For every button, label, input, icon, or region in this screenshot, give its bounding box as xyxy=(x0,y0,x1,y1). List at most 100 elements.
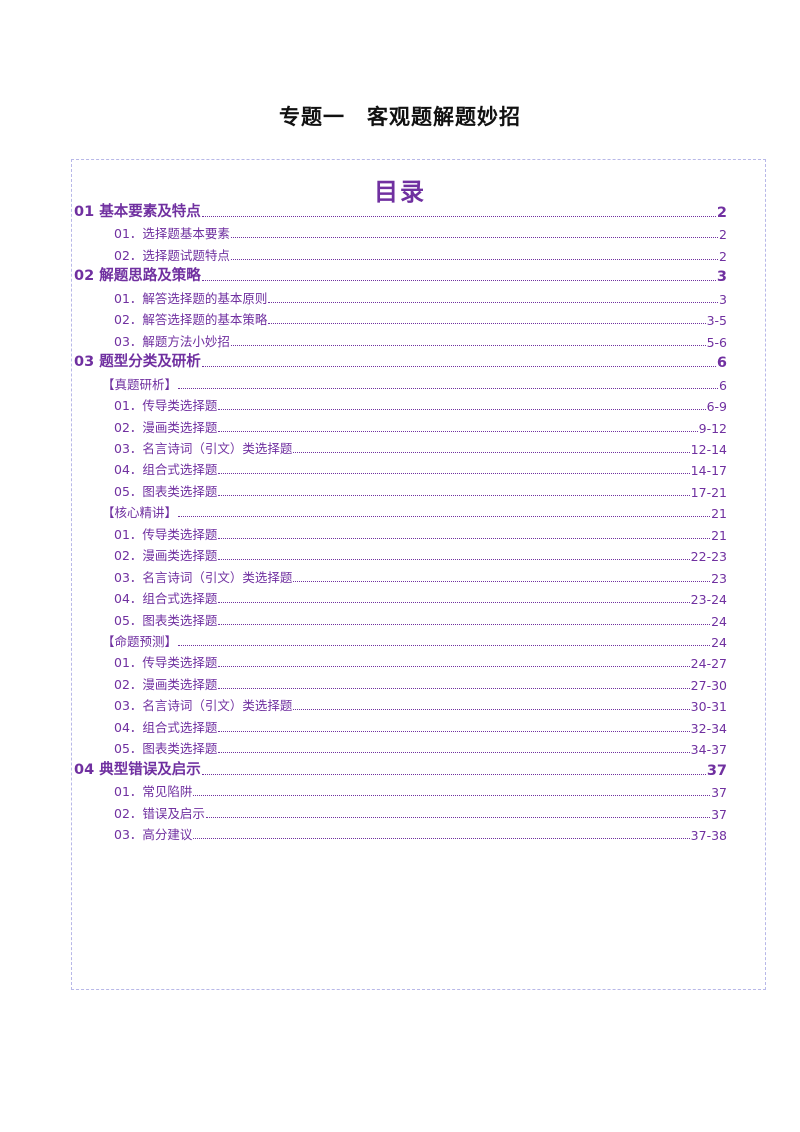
dot-leader xyxy=(268,301,719,303)
toc-subentry[interactable]: 05．图表类选择题 24 xyxy=(114,608,727,629)
toc-entry-label: 02．错误及启示 xyxy=(114,805,205,821)
toc-entry-page: 30-31 xyxy=(690,699,727,715)
dot-leader xyxy=(201,279,716,282)
toc-entry-label: 03．名言诗词（引文）类选择题 xyxy=(114,698,293,714)
toc-entry-label: 02．漫画类选择题 xyxy=(114,419,218,435)
toc-entry-page: 22-23 xyxy=(690,549,727,565)
toc-entry-label: 03 题型分类及研析 xyxy=(74,354,201,371)
dot-leader xyxy=(218,665,690,668)
toc-entry-page: 34-37 xyxy=(690,742,727,758)
toc-subentry[interactable]: 【命题预测】 24 xyxy=(102,629,727,650)
toc-section-entry[interactable]: 01 基本要素及特点 2 xyxy=(74,200,727,221)
toc-entry-label: 05．图表类选择题 xyxy=(114,483,218,499)
dot-leader xyxy=(218,430,698,432)
dot-leader xyxy=(293,708,690,711)
toc-entry-label: 01．选择题基本要素 xyxy=(114,226,230,242)
toc-subentry[interactable]: 03．解题方法小妙招 5-6 xyxy=(114,329,727,350)
toc-subentry[interactable]: 01．传导类选择题 21 xyxy=(114,522,727,543)
toc-subentry[interactable]: 04．组合式选择题 23-24 xyxy=(114,586,727,607)
toc-subentry[interactable]: 03．高分建议 37-38 xyxy=(114,822,727,843)
toc-entry-page: 23-24 xyxy=(690,592,727,608)
toc-entry-page: 37 xyxy=(711,785,727,801)
dot-leader xyxy=(230,258,719,260)
toc-entry-label: 03．高分建议 xyxy=(114,827,193,843)
toc-entry-label: 02．漫画类选择题 xyxy=(114,676,218,692)
toc-entry-page: 17-21 xyxy=(690,484,727,500)
toc-subentry[interactable]: 05．图表类选择题 17-21 xyxy=(114,479,727,500)
toc-subentry[interactable]: 02．选择题试题特点 2 xyxy=(114,243,727,264)
toc-subentry[interactable]: 03．名言诗词（引文）类选择题 30-31 xyxy=(114,693,727,714)
toc-entry-label: 02 解题思路及策略 xyxy=(74,268,201,285)
toc-entry-page: 24-27 xyxy=(690,656,727,672)
toc-subentry[interactable]: 03．名言诗词（引文）类选择题 12-14 xyxy=(114,436,727,457)
toc-section-entry[interactable]: 03 题型分类及研析 6 xyxy=(74,350,727,371)
toc-entry-label: 02．漫画类选择题 xyxy=(114,548,218,564)
page-title: 专题一 客观题解题妙招 xyxy=(279,105,521,129)
toc-entry-page: 3 xyxy=(719,291,727,307)
toc-entry-label: 05．图表类选择题 xyxy=(114,741,218,757)
dot-leader xyxy=(218,408,706,411)
dot-leader xyxy=(193,837,690,840)
toc-subentry[interactable]: 01．选择题基本要素 2 xyxy=(114,221,727,242)
dot-leader xyxy=(201,773,706,775)
toc-subentry[interactable]: 05．图表类选择题 34-37 xyxy=(114,736,727,757)
dot-leader xyxy=(230,236,719,239)
toc-entry-page: 2 xyxy=(716,205,727,221)
toc-subentry[interactable]: 01．常见陷阱 37 xyxy=(114,779,727,800)
dot-leader xyxy=(268,322,706,325)
toc-entry-page: 32-34 xyxy=(690,720,727,736)
toc-entry-label: 01．解答选择题的基本原则 xyxy=(114,290,268,306)
toc-subentry[interactable]: 01．传导类选择题 24-27 xyxy=(114,650,727,671)
toc-entry-page: 6-9 xyxy=(706,399,727,415)
toc-entry-page: 37-38 xyxy=(690,828,727,844)
toc-subentry[interactable]: 02．漫画类选择题 27-30 xyxy=(114,672,727,693)
toc-entry-label: 04．组合式选择题 xyxy=(114,719,218,735)
toc-entry-label: 04．组合式选择题 xyxy=(114,591,218,607)
dot-leader xyxy=(218,472,690,475)
dot-leader xyxy=(293,451,690,453)
toc-entry-label: 01．传导类选择题 xyxy=(114,655,218,671)
dot-leader xyxy=(178,515,711,518)
toc-entry-page: 14-17 xyxy=(690,463,727,479)
toc-subentry[interactable]: 01．传导类选择题 6-9 xyxy=(114,393,727,414)
toc-subentry[interactable]: 02．解答选择题的基本策略 3-5 xyxy=(114,307,727,328)
toc-entry-page: 24 xyxy=(711,635,727,650)
toc-section-entry[interactable]: 04 典型错误及启示 37 xyxy=(74,758,727,779)
dot-leader xyxy=(205,816,711,818)
dot-leader xyxy=(178,387,719,389)
toc-entry-label: 01 基本要素及特点 xyxy=(74,204,201,220)
toc-entry-page: 2 xyxy=(719,227,727,243)
toc-entry-label: 04．组合式选择题 xyxy=(114,462,218,478)
toc-entry-label: 01．常见陷阱 xyxy=(114,784,193,800)
toc-subentry[interactable]: 02．漫画类选择题 22-23 xyxy=(114,543,727,564)
toc-subentry[interactable]: 04．组合式选择题 14-17 xyxy=(114,457,727,478)
dot-leader xyxy=(218,494,690,496)
dot-leader xyxy=(218,601,690,604)
toc-entry-page: 9-12 xyxy=(698,420,727,436)
toc-subentry[interactable]: 03．名言诗词（引文）类选择题 23 xyxy=(114,565,727,586)
dot-leader xyxy=(201,215,716,217)
toc-entry-label: 03．名言诗词（引文）类选择题 xyxy=(114,440,293,456)
dot-leader xyxy=(178,644,711,646)
toc-subentry[interactable]: 04．组合式选择题 32-34 xyxy=(114,715,727,736)
toc-subentry[interactable]: 01．解答选择题的基本原则 3 xyxy=(114,286,727,307)
toc-entry-label: 02．选择题试题特点 xyxy=(114,247,230,263)
toc-entry-page: 37 xyxy=(711,806,727,822)
toc-entry-page: 3-5 xyxy=(706,313,727,329)
toc-subentry[interactable]: 【核心精讲】 21 xyxy=(102,500,727,521)
toc-section-entry[interactable]: 02 解题思路及策略 3 xyxy=(74,264,727,285)
toc-subentry[interactable]: 02．漫画类选择题 9-12 xyxy=(114,415,727,436)
dot-leader xyxy=(218,558,690,561)
toc-entry-page: 6 xyxy=(719,377,727,393)
toc-entry-page: 6 xyxy=(716,355,727,372)
toc-entry-page: 27-30 xyxy=(690,677,727,693)
toc-entry-label: 05．图表类选择题 xyxy=(114,612,218,628)
toc-subentry[interactable]: 02．错误及启示 37 xyxy=(114,801,727,822)
toc-heading: 目录 xyxy=(374,178,426,206)
dot-leader xyxy=(218,623,711,625)
toc-entry-label: 03．解题方法小妙招 xyxy=(114,333,230,349)
dot-leader xyxy=(230,344,706,346)
toc-entry-page: 21 xyxy=(711,527,727,543)
toc-subentry[interactable]: 【真题研析】 6 xyxy=(102,372,727,393)
dot-leader xyxy=(293,580,711,582)
